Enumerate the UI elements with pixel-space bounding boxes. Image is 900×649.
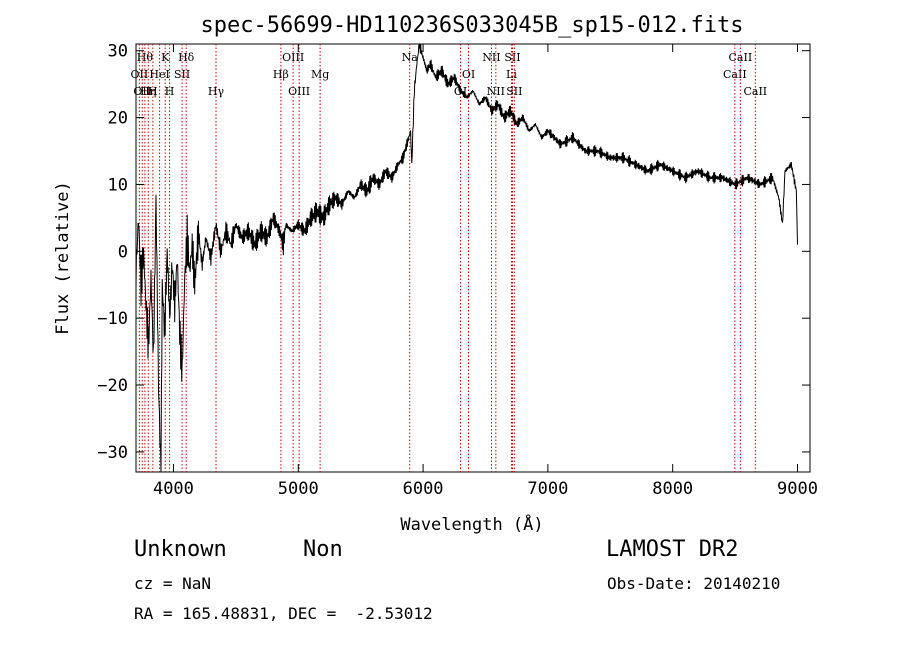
line-marker-label: Hγ xyxy=(208,85,225,98)
line-marker-label: Hθ xyxy=(137,51,154,64)
y-tick-label: −20 xyxy=(97,376,128,396)
object-subclass: Non xyxy=(303,537,343,562)
axis-ticks: 4000 5000 6000 7000 8000 9000 −30 −20 −10 0 10 20 30 xyxy=(97,42,818,499)
line-marker-label: SII xyxy=(504,51,520,64)
line-marker-label: Mg xyxy=(311,68,329,81)
line-marker-label: Hη xyxy=(140,85,156,98)
line-marker-label: NII xyxy=(482,51,500,64)
y-tick-label: −30 xyxy=(97,443,128,463)
line-marker-label: H xyxy=(148,85,158,98)
coordinates: RA = 165.48831, DEC = -2.53012 xyxy=(134,604,433,623)
line-marker-label: Na xyxy=(402,51,419,64)
x-tick-label: 4000 xyxy=(153,479,194,499)
observation-date: Obs-Date: 20140210 xyxy=(607,574,781,593)
line-marker-label: OIII xyxy=(282,51,304,64)
line-marker-label: CaII xyxy=(729,51,753,64)
line-marker-label: Hβ xyxy=(273,68,289,81)
redshift-cz: cz = NaN xyxy=(134,574,212,593)
line-marker-label: H xyxy=(165,85,175,98)
line-marker-label: OIII xyxy=(288,85,310,98)
line-marker-label: OI xyxy=(462,68,475,81)
y-tick-label: −10 xyxy=(97,309,128,329)
line-marker-label: CaII xyxy=(723,68,747,81)
x-tick-label: 7000 xyxy=(527,479,568,499)
line-marker-label: SII xyxy=(174,68,190,81)
emission-line-markers: OIIOIIHθHηHHeIKHSIIHδHγHβOIIIOIIIMgNaOIO… xyxy=(131,44,767,472)
y-axis-label: Flux (relative) xyxy=(53,181,73,335)
y-tick-label: 0 xyxy=(118,242,128,262)
x-tick-label: 9000 xyxy=(777,479,818,499)
survey-name: LAMOST DR2 xyxy=(606,537,739,562)
plot-frame xyxy=(135,43,811,473)
line-marker-label: Li xyxy=(506,68,517,81)
line-marker-label: SII xyxy=(506,85,522,98)
x-tick-label: 8000 xyxy=(652,479,693,499)
x-axis-label: Wavelength (Å) xyxy=(400,513,543,535)
chart-title: spec-56699-HD110236S033045B_sp15-012.fit… xyxy=(200,13,743,38)
y-tick-label: 10 xyxy=(108,175,128,195)
line-marker-label: NII xyxy=(487,85,505,98)
line-marker-label: OII xyxy=(131,68,149,81)
line-marker-label: K xyxy=(161,51,170,64)
x-tick-label: 6000 xyxy=(403,479,444,499)
object-class: Unknown xyxy=(134,537,227,562)
spectrum-line xyxy=(135,43,798,473)
line-marker-label: Hδ xyxy=(178,51,195,64)
y-tick-label: 30 xyxy=(108,42,128,62)
line-marker-label: CaII xyxy=(743,85,767,98)
y-tick-label: 20 xyxy=(108,109,128,129)
line-marker-label: HeI xyxy=(149,68,169,81)
line-marker-label: OII xyxy=(133,85,151,98)
x-tick-label: 5000 xyxy=(278,479,319,499)
